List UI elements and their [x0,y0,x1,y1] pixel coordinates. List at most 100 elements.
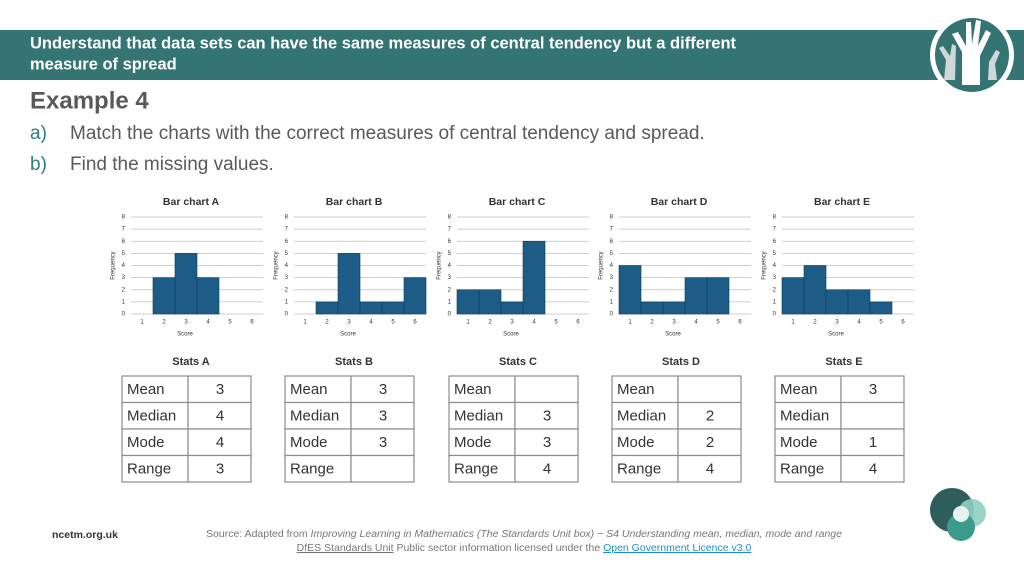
x-axis-label: Score [665,332,681,338]
table-cell [677,401,742,430]
y-tick-label: 7 [610,227,614,233]
x-tick-label: 5 [879,320,883,326]
x-tick-label: 4 [532,320,536,326]
bar [152,277,176,315]
y-tick-label: 8 [773,215,777,221]
row-value: 3 [543,434,551,451]
table-cell [774,375,842,404]
row-label: Median [127,408,176,425]
question-text: Match the charts with the correct measur… [70,123,705,144]
row-label: Median [290,408,339,425]
row-label: Mode [454,434,492,451]
y-tick-label: 4 [285,263,289,269]
row-label: Range [454,461,498,478]
table-title: Stats E [825,356,862,368]
source-prefix: Source: Adapted from [206,528,310,540]
row-value: 3 [869,381,877,398]
bar [618,265,642,315]
x-tick-label: 3 [835,320,839,326]
row-value: 4 [216,408,224,425]
y-tick-label: 1 [285,299,289,305]
bar-chart: Bar chart A 0 1 2 3 4 5 6 7 8 Frequency Score 1 2 3 4 5 6 [111,196,263,338]
y-tick-label: 0 [773,312,777,318]
table-cell [284,454,352,483]
table-cell [611,454,679,483]
bar [825,289,849,315]
x-tick-label: 1 [466,320,470,326]
y-axis-label: Frequency [437,251,443,279]
stats-table: Stats A Mean 3 Median 4 Mode 4 Range 3 [121,356,252,483]
x-axis-label: Score [177,332,193,338]
example-heading: Example 4 [30,87,149,114]
table-cell [774,428,842,457]
y-tick-label: 8 [122,215,126,221]
y-tick-label: 8 [448,215,452,221]
logo [930,13,1014,97]
bar [706,277,730,315]
x-tick-label: 2 [813,320,817,326]
y-tick-label: 3 [773,275,777,281]
bar [315,301,339,315]
bar [174,253,198,315]
x-tick-label: 3 [510,320,514,326]
x-tick-label: 1 [628,320,632,326]
y-tick-label: 8 [285,215,289,221]
table-title: Stats B [335,356,373,368]
bar [522,240,546,315]
y-tick-label: 5 [773,251,777,257]
y-tick-label: 6 [773,239,777,245]
y-tick-label: 0 [122,312,126,318]
y-tick-label: 0 [610,312,614,318]
table-cell [514,375,579,404]
row-label: Mode [780,434,818,451]
y-tick-label: 7 [122,227,126,233]
row-value: 3 [543,408,551,425]
x-tick-label: 5 [391,320,395,326]
x-tick-label: 2 [488,320,492,326]
stats-table: Stats B Mean 3 Median 3 Mode 3 Range [284,356,415,483]
x-axis-label: Score [503,332,519,338]
y-tick-label: 1 [610,299,614,305]
header-title: measure of spread [30,55,177,73]
corner-logo [930,488,986,541]
table-cell [448,454,516,483]
y-tick-label: 2 [610,287,614,293]
link[interactable]: DfES Standards Unit [297,542,394,554]
bar [684,277,708,315]
y-tick-label: 7 [773,227,777,233]
y-tick-label: 4 [610,263,614,269]
x-tick-label: 2 [325,320,329,326]
x-axis-label: Score [828,332,844,338]
y-tick-label: 0 [448,312,452,318]
x-tick-label: 4 [694,320,698,326]
table-cell [840,428,905,457]
x-tick-label: 5 [554,320,558,326]
bar [640,301,664,315]
row-label: Mode [290,434,328,451]
x-tick-label: 3 [184,320,188,326]
y-tick-label: 5 [285,251,289,257]
chart-title: Bar chart A [163,196,220,208]
table-title: Stats C [499,356,537,368]
table-cell [187,401,252,430]
y-axis-label: Frequency [762,251,768,279]
link[interactable]: Open Government Licence v3.0 [603,542,751,554]
chart-title: Bar chart E [814,196,870,208]
y-tick-label: 4 [448,263,452,269]
row-value: 4 [706,461,714,478]
row-label: Range [127,461,171,478]
y-tick-label: 0 [285,312,289,318]
x-tick-label: 6 [738,320,742,326]
table-cell [840,454,905,483]
y-tick-label: 3 [448,275,452,281]
x-tick-label: 6 [250,320,254,326]
row-label: Range [617,461,661,478]
x-tick-label: 1 [303,320,307,326]
bar [403,277,427,315]
row-label: Mean [127,381,165,398]
table-cell [448,428,516,457]
table-title: Stats A [172,356,210,368]
x-tick-label: 4 [857,320,861,326]
row-label: Median [454,408,503,425]
